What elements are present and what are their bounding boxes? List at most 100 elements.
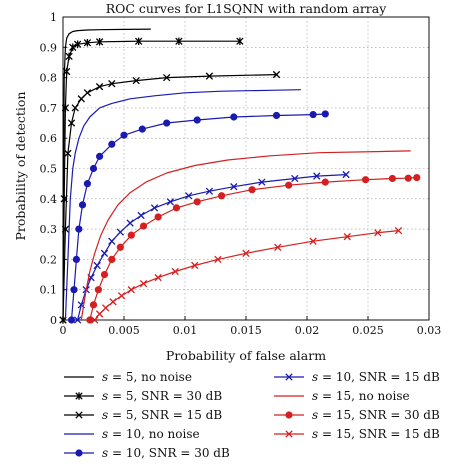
data-point bbox=[413, 173, 421, 182]
data-point bbox=[108, 80, 116, 88]
series-line bbox=[62, 40, 240, 321]
series-1 bbox=[62, 28, 151, 321]
data-point bbox=[73, 316, 82, 324]
x-tick-label: 0.01 bbox=[173, 324, 198, 337]
x-tick-label: 0.005 bbox=[108, 324, 140, 337]
legend: s = 5, no noise s = 5, SNR = 30 dB s = 5, … bbox=[64, 370, 440, 460]
legend-marker bbox=[75, 449, 83, 457]
y-tick-label: 0.1 bbox=[40, 284, 58, 297]
y-tick-label: 0 bbox=[50, 314, 57, 327]
legend-label: s = 5, SNR = 30 dB bbox=[102, 389, 222, 403]
legend-label: s = 10, SNR = 15 dB bbox=[312, 370, 440, 384]
x-tick-label: 0.015 bbox=[230, 324, 262, 337]
data-point bbox=[214, 255, 222, 264]
data-point bbox=[95, 83, 104, 91]
x-tick-label: 0.03 bbox=[417, 324, 442, 337]
chart-title: ROC curves for L1SQNN with random array bbox=[106, 1, 388, 16]
legend-label: s = 15, SNR = 30 dB bbox=[312, 408, 440, 422]
data-point bbox=[117, 292, 126, 300]
series-line bbox=[64, 89, 301, 321]
data-point bbox=[242, 249, 250, 257]
y-tick-label: 0.7 bbox=[40, 102, 58, 115]
data-point bbox=[248, 186, 256, 194]
legend-item: s = 5, SNR = 15 dB bbox=[64, 408, 222, 422]
legend-item: s = 10, SNR = 15 dB bbox=[274, 370, 440, 384]
data-point bbox=[83, 89, 92, 97]
legend-marker bbox=[285, 373, 293, 381]
data-point bbox=[93, 261, 101, 270]
legend-item: s = 15, no noise bbox=[274, 389, 410, 403]
y-tick-label: 1 bbox=[50, 11, 57, 24]
data-point bbox=[230, 113, 238, 121]
data-point bbox=[191, 261, 199, 270]
data-point bbox=[272, 111, 281, 120]
data-point bbox=[163, 119, 171, 127]
series-5 bbox=[67, 110, 329, 324]
data-point bbox=[102, 304, 110, 312]
axis-ticks: 0 0.005 0.01 0.015 0.02 0.025 0.03 0 0.1 0.2 0.3 0.… bbox=[40, 11, 442, 337]
legend-label: s = 5, no noise bbox=[102, 370, 192, 384]
data-point bbox=[63, 67, 71, 76]
data-point bbox=[218, 192, 226, 200]
data-point bbox=[309, 237, 317, 245]
data-point bbox=[72, 255, 81, 263]
data-point bbox=[172, 204, 181, 212]
legend-item: s = 10, no noise bbox=[64, 427, 200, 441]
data-point bbox=[139, 279, 148, 288]
legend-marker bbox=[75, 392, 83, 400]
data-point bbox=[108, 255, 116, 263]
series-9 bbox=[91, 226, 403, 324]
data-point bbox=[126, 219, 134, 227]
series-3 bbox=[59, 70, 281, 324]
data-point bbox=[205, 187, 214, 195]
y-tick-label: 0.2 bbox=[40, 253, 58, 266]
data-point bbox=[404, 174, 412, 182]
legend-item: s = 5, no noise bbox=[64, 370, 192, 384]
data-point bbox=[89, 164, 98, 173]
x-axis-label: Probability of false alarm bbox=[166, 348, 326, 363]
legend-item: s = 5, SNR = 30 dB bbox=[64, 389, 222, 403]
data-point bbox=[291, 174, 299, 183]
data-point bbox=[67, 119, 76, 127]
legend-label: s = 15, SNR = 15 dB bbox=[312, 427, 440, 441]
y-tick-label: 0.8 bbox=[40, 72, 58, 85]
data-point bbox=[83, 180, 92, 188]
series-6 bbox=[73, 170, 350, 324]
data-point bbox=[78, 201, 87, 209]
series-8 bbox=[86, 173, 421, 324]
data-point bbox=[127, 231, 135, 239]
data-point bbox=[95, 38, 104, 46]
y-axis-label: Probability of detection bbox=[13, 92, 28, 241]
data-point bbox=[61, 104, 70, 112]
data-point bbox=[166, 198, 175, 206]
data-point bbox=[100, 270, 109, 279]
y-tick-label: 0.6 bbox=[40, 132, 58, 145]
data-point bbox=[163, 73, 171, 82]
series-4 bbox=[64, 89, 301, 321]
legend-marker bbox=[285, 430, 293, 438]
y-tick-label: 0.9 bbox=[40, 41, 58, 54]
data-point bbox=[343, 233, 351, 241]
data-point bbox=[65, 52, 73, 61]
legend-item: s = 15, SNR = 15 dB bbox=[274, 427, 440, 441]
data-point bbox=[193, 198, 201, 206]
series-2 bbox=[59, 37, 244, 324]
series-7 bbox=[80, 150, 411, 321]
x-tick-label: 0.02 bbox=[295, 324, 320, 337]
data-point bbox=[138, 125, 146, 133]
series-line bbox=[80, 150, 411, 321]
x-tick-label: 0.025 bbox=[352, 324, 384, 337]
data-point bbox=[116, 243, 124, 251]
data-point bbox=[394, 226, 403, 235]
data-point bbox=[321, 110, 329, 118]
data-point bbox=[193, 116, 201, 124]
data-point bbox=[274, 243, 282, 251]
data-point bbox=[321, 178, 329, 186]
data-point bbox=[95, 310, 104, 318]
data-point bbox=[361, 176, 370, 184]
series-line bbox=[62, 28, 151, 321]
legend-item: s = 10, SNR = 30 dB bbox=[64, 446, 230, 460]
data-point bbox=[91, 316, 99, 324]
y-tick-label: 0.3 bbox=[40, 223, 58, 236]
data-point bbox=[236, 37, 244, 46]
